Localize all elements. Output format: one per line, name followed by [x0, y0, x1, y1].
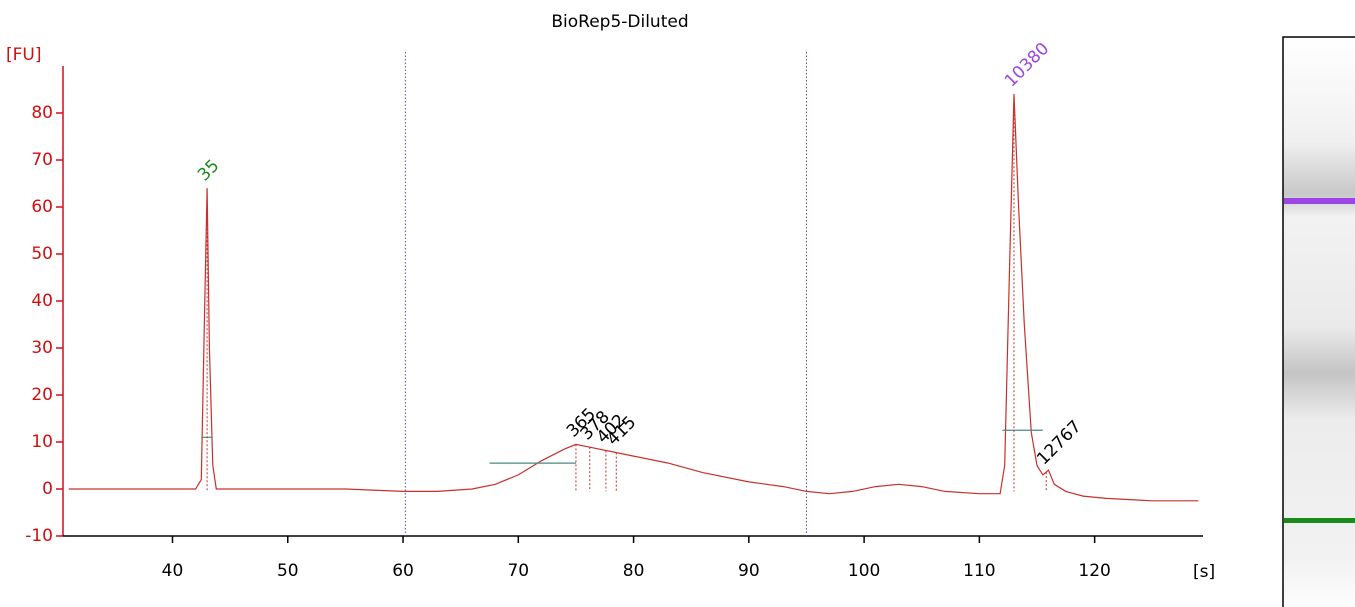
- x-tick-label: 80: [623, 561, 645, 581]
- y-tick-label: 10: [31, 432, 53, 452]
- y-tick-label: -10: [25, 526, 53, 546]
- chart-title: BioRep5-Diluted: [551, 12, 688, 32]
- peak-label: 10380: [1001, 39, 1053, 91]
- peak-label: 12767: [1033, 417, 1085, 469]
- gel-lane: [1282, 36, 1355, 607]
- x-tick-label: 110: [963, 561, 995, 581]
- x-tick-label: 100: [848, 561, 880, 581]
- trace: [68, 94, 1199, 502]
- y-tick-label: 20: [31, 385, 53, 405]
- y-tick-label: 60: [31, 197, 53, 217]
- gel-band-lower: [1284, 518, 1355, 523]
- x-axis-label: [s]: [1193, 562, 1215, 582]
- x-tick-label: 120: [1078, 561, 1110, 581]
- x-tick-label: 40: [162, 561, 184, 581]
- x-tick-label: 70: [507, 561, 529, 581]
- gel-band-upper: [1284, 198, 1355, 204]
- y-axis-label: [FU]: [6, 45, 42, 65]
- peak-label: 35: [194, 156, 223, 185]
- x-tick-label: 50: [277, 561, 299, 581]
- y-tick-label: 80: [31, 103, 53, 123]
- x-tick-label: 90: [738, 561, 760, 581]
- x-tick-label: 60: [392, 561, 414, 581]
- y-tick-label: 30: [31, 338, 53, 358]
- y-tick-label: 70: [31, 150, 53, 170]
- y-tick-label: 50: [31, 244, 53, 264]
- y-tick-label: 0: [42, 479, 53, 499]
- gel-frame: [1282, 36, 1355, 607]
- y-tick-label: 40: [31, 291, 53, 311]
